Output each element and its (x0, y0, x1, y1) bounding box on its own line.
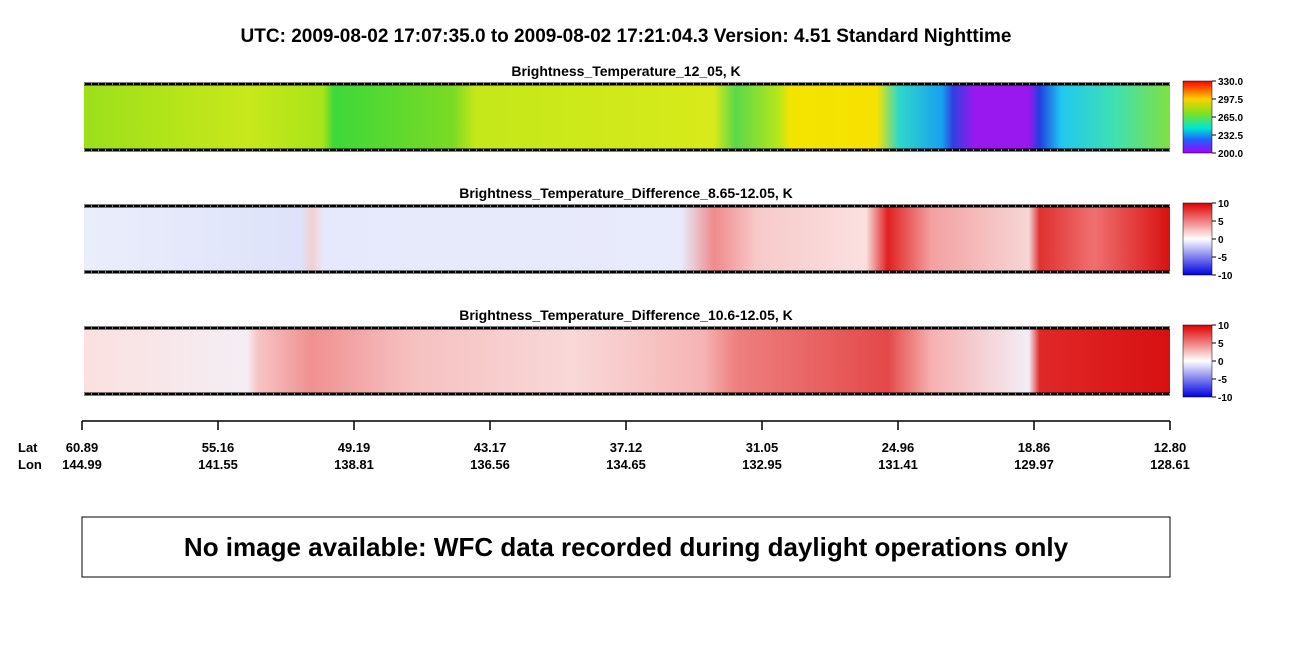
colorbar-label: 5 (1218, 217, 1224, 228)
lon-value: 136.56 (470, 457, 510, 472)
lat-value: 12.80 (1154, 440, 1187, 455)
colorbar-label: 297.5 (1218, 95, 1243, 106)
lat-value: 18.86 (1018, 440, 1051, 455)
colorbar-label: -10 (1218, 393, 1233, 404)
page-title: UTC: 2009-08-02 17:07:35.0 to 2009-08-02… (241, 26, 1012, 47)
lon-value: 141.55 (198, 457, 238, 472)
colorbar-label: 10 (1218, 199, 1230, 210)
colorbar-label: -5 (1218, 375, 1227, 386)
colorbar-label: 10 (1218, 321, 1230, 332)
lat-value: 37.12 (610, 440, 643, 455)
lon-label: Lon (18, 457, 42, 472)
panel-title: Brightness_Temperature_12_05, K (511, 63, 740, 79)
data-image (84, 206, 1170, 272)
colorbar (1182, 80, 1213, 154)
colorbar (1182, 324, 1213, 398)
colorbar (1182, 202, 1213, 276)
colorbar-label: 265.0 (1218, 113, 1243, 124)
data-image (84, 84, 1170, 150)
lon-value: 144.99 (62, 457, 102, 472)
lon-value: 132.95 (742, 457, 782, 472)
message: No image available: WFC data recorded du… (184, 532, 1069, 562)
message-box (81, 516, 1171, 578)
colorbar-label: 330.0 (1218, 77, 1243, 88)
colorbar-label: 0 (1218, 235, 1224, 246)
lat-value: 31.05 (746, 440, 779, 455)
lat-value: 49.19 (338, 440, 371, 455)
colorbar-label: 0 (1218, 357, 1224, 368)
lon-value: 129.97 (1014, 457, 1054, 472)
data-image (84, 328, 1170, 394)
colorbar-label: -10 (1218, 271, 1233, 282)
lon-value: 131.41 (878, 457, 918, 472)
lon-value: 128.61 (1150, 457, 1190, 472)
colorbar-label: 200.0 (1218, 149, 1243, 160)
lat-value: 24.96 (882, 440, 915, 455)
lat-value: 60.89 (66, 440, 99, 455)
lon-value: 138.81 (334, 457, 374, 472)
lat-label: Lat (18, 440, 38, 455)
lon-value: 134.65 (606, 457, 646, 472)
panel-title: Brightness_Temperature_Difference_8.65-1… (459, 185, 793, 201)
lat-value: 43.17 (474, 440, 507, 455)
colorbar-label: -5 (1218, 253, 1227, 264)
lat-value: 55.16 (202, 440, 235, 455)
colorbar-label: 232.5 (1218, 131, 1243, 142)
panel-title: Brightness_Temperature_Difference_10.6-1… (459, 307, 793, 323)
colorbar-label: 5 (1218, 339, 1224, 350)
